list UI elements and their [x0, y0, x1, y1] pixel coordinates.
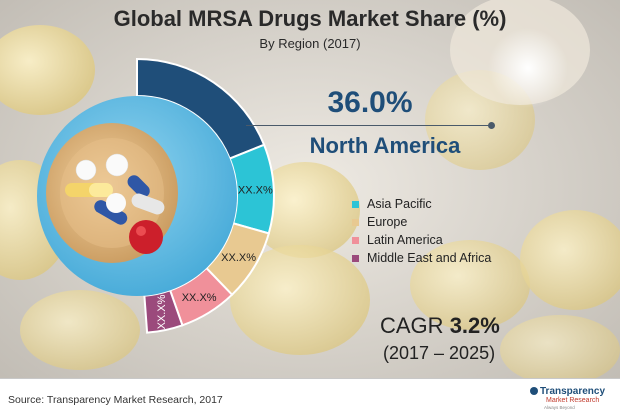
highlight-value: 36.0%	[327, 86, 413, 119]
cagr-value: 3.2%	[449, 313, 500, 338]
legend-swatch	[352, 218, 359, 226]
footer: Source: Transparency Market Research, 20…	[0, 378, 620, 415]
legend-label: Latin America	[367, 233, 443, 247]
logo-sub-text: Market Research	[546, 397, 600, 404]
legend-item: Asia Pacific	[352, 195, 491, 213]
legend-label: Europe	[367, 215, 408, 229]
slice-label: XX.X%	[221, 252, 256, 264]
logo-main-text: Transparency	[540, 386, 606, 397]
legend-item: Latin America	[352, 231, 491, 249]
legend-label: Asia Pacific	[367, 197, 432, 211]
logo-mark-icon	[530, 387, 538, 395]
logo-tagline: Always Beyond	[544, 405, 575, 410]
legend-label: Middle East and Africa	[367, 251, 492, 265]
highlight-leader-dot	[488, 122, 495, 129]
legend-swatch	[352, 236, 359, 244]
cagr-period: (2017 – 2025)	[383, 343, 496, 363]
legend-item: Europe	[352, 213, 491, 231]
highlight-leader-line	[246, 125, 492, 126]
cagr-text: CAGR 3.2%	[380, 313, 500, 339]
pill-bowl-image	[37, 96, 237, 296]
legend-item: Middle East and Africa	[352, 249, 491, 267]
chart-legend: Asia Pacific Europe Latin America Middle…	[352, 195, 491, 267]
source-note: Source: Transparency Market Research, 20…	[8, 394, 223, 406]
company-logo: Transparency Market Research Always Beyo…	[530, 383, 614, 411]
slice-label: XX.X%	[182, 292, 217, 304]
highlight-region: North America	[309, 133, 461, 158]
chart-title: Global MRSA Drugs Market Share (%)	[113, 6, 507, 31]
chart-subtitle: By Region (2017)	[259, 36, 361, 51]
legend-swatch	[352, 200, 359, 208]
slice-label: XX.X%	[156, 294, 168, 329]
slice-label: XX.X%	[238, 185, 273, 197]
cagr-label: CAGR	[380, 313, 444, 338]
legend-swatch	[352, 254, 359, 262]
